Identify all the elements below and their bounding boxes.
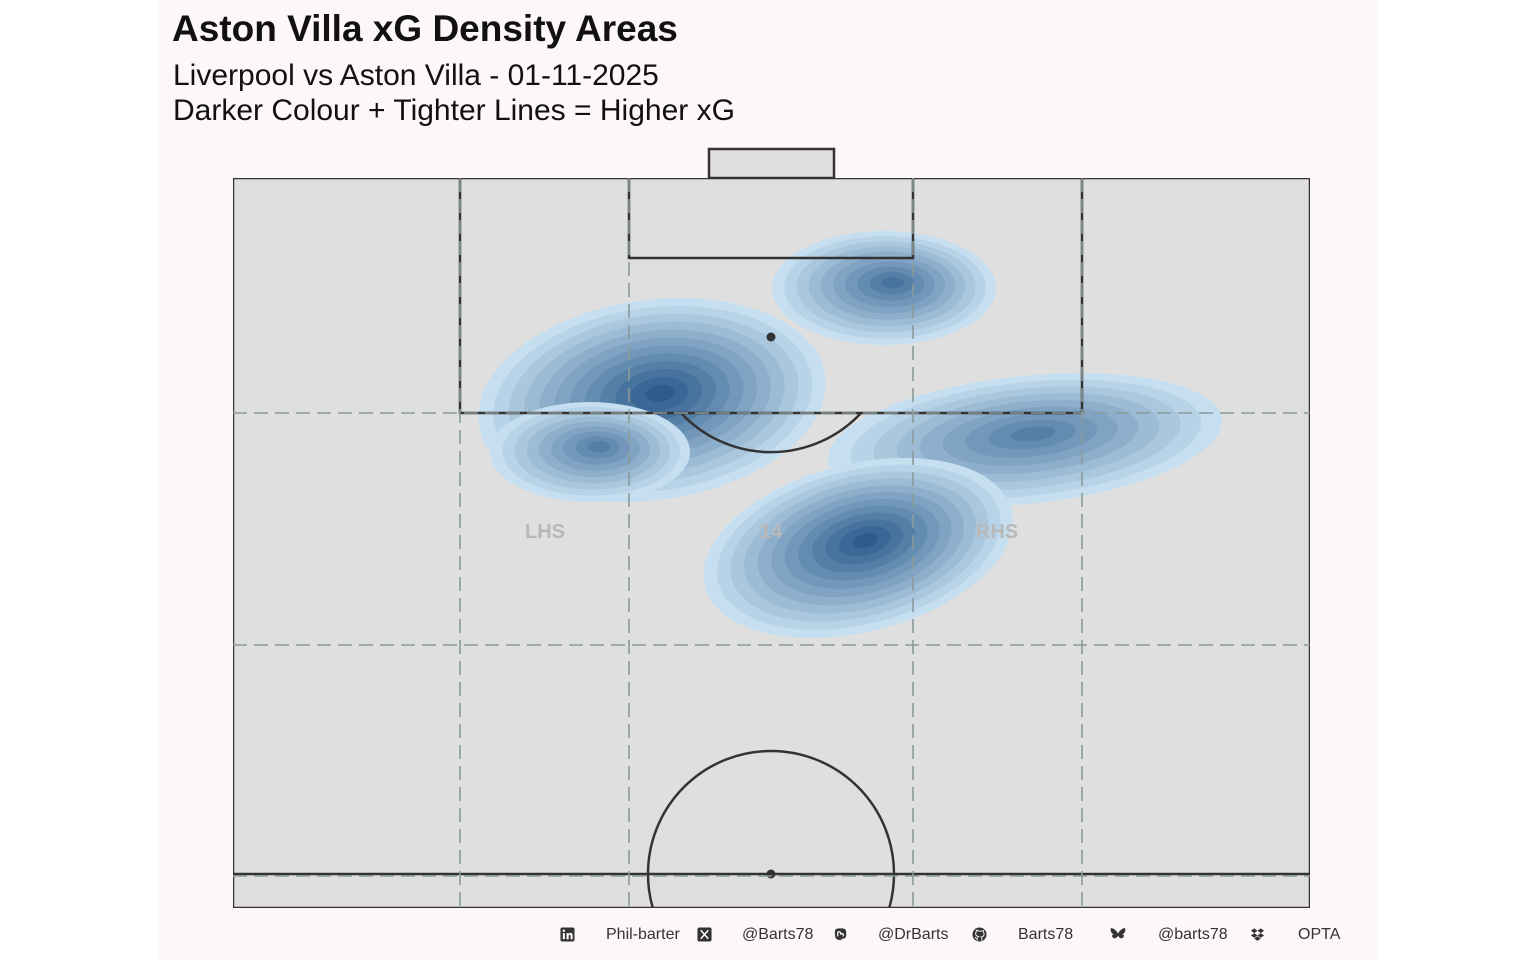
linkedin-icon[interactable] [560,927,575,942]
six-yard-box [627,178,915,260]
bluesky-handle[interactable]: @barts78 [1158,926,1228,943]
subtitle-line-2: Darker Colour + Tighter Lines = Higher x… [173,94,735,127]
github-handle[interactable]: Barts78 [1018,926,1074,943]
chart-subtitle: Liverpool vs Aston Villa - 01-11-2025 Da… [173,58,735,128]
mastodon-icon[interactable] [833,927,848,942]
penalty-arc [680,412,862,454]
density-cluster-six-yard-level-10 [881,276,905,289]
penalty-spot [766,332,776,342]
zone-label-14: 14 [760,521,783,543]
linkedin-handle[interactable]: Phil-barter [606,926,680,943]
dropbox-icon [1250,928,1265,941]
data-source: OPTA [1298,926,1341,943]
centre-circle [646,749,896,908]
x-handle[interactable]: @Barts78 [742,926,814,943]
density-cluster-box-left-low-level-9 [587,441,611,453]
goal [707,147,836,180]
footer-credits: Phil-barter @Barts78 @DrBarts Barts78 @b… [0,924,1536,948]
centre-spot [766,869,776,879]
subtitle-line-1: Liverpool vs Aston Villa - 01-11-2025 [173,59,659,92]
zone-label-rhs: RHS [976,521,1018,543]
x-icon[interactable] [697,927,712,942]
github-icon[interactable] [972,927,987,942]
density-cluster-centre-level-12 [852,532,879,548]
zone-label-lhs: LHS [525,521,565,543]
xg-density-layer [478,231,1223,639]
bluesky-icon[interactable] [1109,927,1127,942]
density-cluster-box-left-level-12 [645,384,675,402]
zone-lines [233,178,1310,908]
density-cluster-right-channel-level-9 [1011,426,1056,442]
chart-title: Aston Villa xG Density Areas [172,8,678,49]
mastodon-handle[interactable]: @DrBarts [878,926,949,943]
